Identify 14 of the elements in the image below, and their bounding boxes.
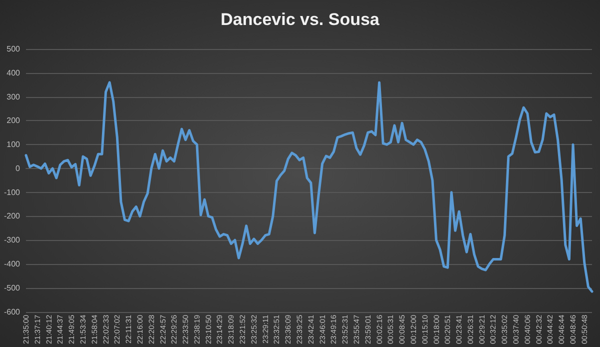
y-tick-label: -600	[4, 307, 21, 316]
chart-title: Dancevic vs. Sousa	[220, 10, 380, 29]
y-tick-label: 300	[6, 92, 21, 102]
y-tick-label: 200	[6, 116, 21, 126]
y-tick-label: 100	[6, 140, 21, 150]
y-tick-label: -200	[4, 212, 21, 221]
y-tick-label: 400	[6, 68, 21, 78]
y-tick-label: 0	[16, 164, 21, 173]
line-series	[24, 81, 594, 293]
y-tick-label: -400	[4, 260, 21, 269]
y-tick-label: -100	[4, 188, 21, 197]
y-tick-label: -300	[4, 236, 21, 245]
y-tick-label: 500	[6, 44, 21, 54]
y-tick-label: -500	[4, 283, 21, 292]
